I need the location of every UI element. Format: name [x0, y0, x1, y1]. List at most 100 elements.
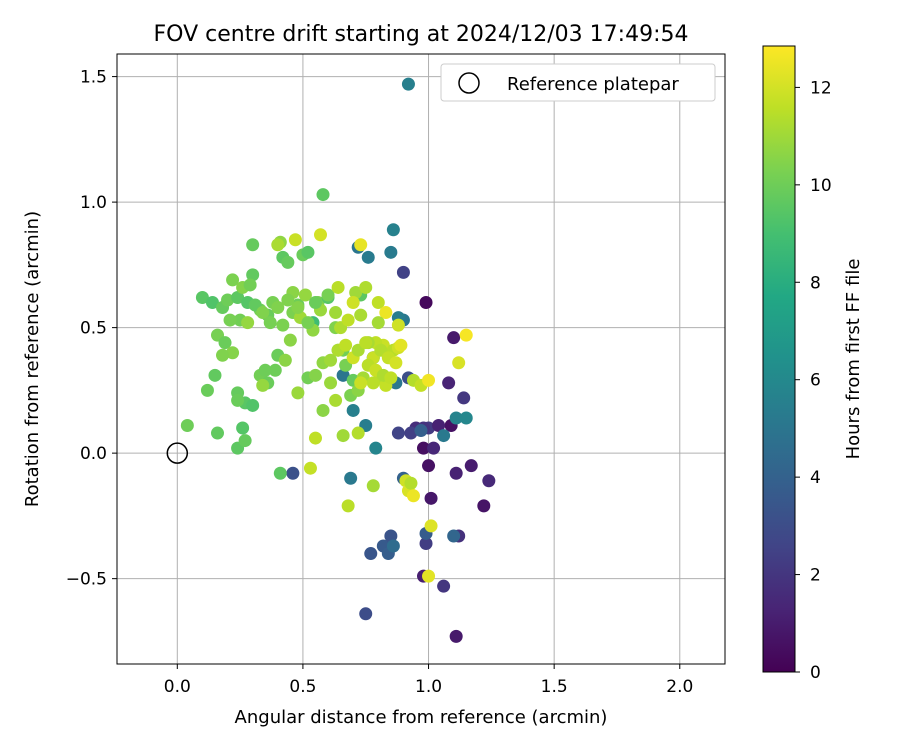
data-point	[459, 411, 473, 425]
data-point	[401, 77, 415, 91]
legend-label-reference-platepar: Reference platepar	[507, 74, 679, 95]
data-point	[346, 296, 360, 310]
data-point	[369, 441, 383, 455]
data-point	[226, 273, 240, 287]
data-point	[346, 403, 360, 417]
data-point	[221, 293, 235, 307]
y-axis-label: Rotation from reference (arcmin)	[22, 211, 43, 507]
data-point	[256, 378, 270, 392]
data-point	[271, 301, 285, 315]
data-point	[180, 419, 194, 433]
data-point	[314, 228, 328, 242]
data-point	[354, 308, 368, 322]
data-point	[447, 529, 461, 543]
data-point	[218, 336, 232, 350]
data-point	[419, 296, 433, 310]
data-point	[459, 328, 473, 342]
data-point	[379, 306, 393, 320]
y-tick-label: 0.5	[80, 319, 107, 339]
data-point	[419, 537, 433, 551]
data-point	[246, 268, 260, 282]
data-point	[437, 429, 451, 443]
x-tick-label: 1.5	[541, 677, 568, 697]
data-point	[308, 431, 322, 445]
colorbar	[762, 45, 796, 673]
data-point	[422, 459, 436, 473]
legend: Reference platepar	[440, 63, 716, 102]
data-point	[286, 466, 300, 480]
data-point	[389, 356, 403, 370]
data-point	[281, 293, 295, 307]
data-point	[417, 441, 431, 455]
data-point	[386, 223, 400, 237]
data-point	[404, 476, 418, 490]
data-point	[329, 393, 343, 407]
data-point	[391, 318, 405, 332]
data-point	[384, 245, 398, 259]
data-point	[339, 338, 353, 352]
reference-platepar-marker	[166, 442, 189, 464]
colorbar-tick-label: 4	[810, 468, 821, 488]
data-point	[424, 491, 438, 505]
colorbar-label: Hours from first FF file	[843, 259, 864, 460]
data-point	[449, 629, 463, 643]
data-point	[366, 479, 380, 493]
x-tick-label: 2.0	[666, 677, 693, 697]
data-point	[452, 356, 466, 370]
chart-title: FOV centre drift starting at 2024/12/03 …	[154, 22, 689, 47]
data-point	[226, 346, 240, 360]
data-point	[308, 296, 322, 310]
data-point	[236, 421, 250, 435]
colorbar-tick-label: 8	[810, 273, 821, 293]
data-point	[406, 489, 420, 503]
data-point	[256, 306, 270, 320]
data-point	[273, 466, 287, 480]
data-point	[442, 376, 456, 390]
data-point	[457, 391, 471, 405]
y-tick-label: −0.5	[66, 570, 107, 590]
colorbar-tick-label: 6	[810, 371, 821, 391]
data-point	[351, 426, 365, 440]
data-point	[336, 368, 350, 382]
data-point	[344, 471, 358, 485]
data-point	[258, 363, 272, 377]
data-point	[449, 466, 463, 480]
colorbar-tick-label: 0	[810, 663, 821, 683]
data-point	[324, 353, 338, 367]
data-point	[316, 403, 330, 417]
data-point	[404, 426, 418, 440]
data-point	[371, 296, 385, 310]
colorbar-ticks: 0 2 4 6 8 10 12	[795, 78, 832, 683]
x-axis-ticks: 0.0 0.5 1.0 1.5 2.0	[164, 664, 693, 697]
data-point	[437, 579, 451, 593]
data-point	[200, 383, 214, 397]
data-point	[349, 285, 363, 299]
data-point	[384, 529, 398, 543]
x-tick-label: 1.0	[415, 677, 442, 697]
data-point	[298, 288, 312, 302]
data-point	[427, 441, 441, 455]
data-point	[281, 255, 295, 269]
legend-box	[440, 63, 716, 102]
data-point	[359, 607, 373, 621]
data-point	[424, 519, 438, 533]
colorbar-tick-label: 12	[810, 78, 832, 98]
data-point	[464, 459, 478, 473]
data-point	[447, 331, 461, 345]
data-point	[341, 313, 355, 327]
data-point	[364, 547, 378, 561]
data-point	[308, 368, 322, 382]
data-point	[276, 318, 290, 332]
x-tick-label: 0.5	[289, 677, 316, 697]
data-point	[361, 250, 375, 264]
data-point	[477, 499, 491, 513]
data-point	[208, 368, 222, 382]
reference-marker	[166, 442, 189, 464]
data-point	[205, 296, 219, 310]
data-point	[422, 569, 436, 583]
data-point	[271, 238, 285, 252]
colorbar-tick-label: 2	[810, 566, 821, 586]
data-point	[391, 426, 405, 440]
data-point	[422, 373, 436, 387]
data-point	[359, 336, 373, 350]
